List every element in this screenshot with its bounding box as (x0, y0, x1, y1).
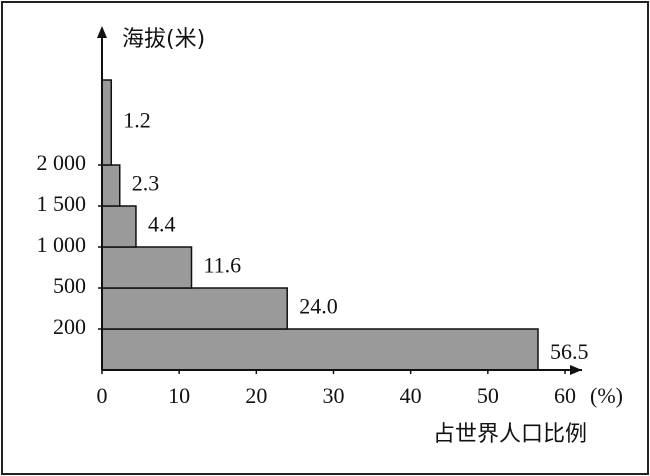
value-label: 1.2 (123, 108, 151, 133)
x-tick-label: 40 (400, 383, 422, 408)
y-tick-label: 200 (53, 314, 86, 339)
value-label: 11.6 (204, 253, 242, 278)
bar (101, 287, 288, 330)
value-label: 56.5 (550, 339, 589, 364)
x-unit: (%) (590, 383, 623, 408)
x-tick-label: 10 (168, 383, 190, 408)
bar (101, 164, 121, 207)
x-axis-label: 占世界人口比例 (433, 422, 587, 447)
y-tick-label: 1 500 (37, 191, 87, 216)
value-label: 2.3 (132, 171, 160, 196)
bar (101, 246, 193, 289)
y-tick-label: 500 (53, 273, 86, 298)
y-tick-label: 2 000 (37, 150, 87, 175)
x-tick-label: 60 (554, 383, 576, 408)
bar (101, 328, 539, 371)
value-label: 4.4 (148, 212, 176, 237)
x-tick-label: 30 (323, 383, 345, 408)
y-tick-label: 1 000 (37, 232, 87, 257)
value-label: 24.0 (299, 294, 338, 319)
y-axis-arrow (97, 26, 107, 38)
y-axis-label: 海拔(米) (122, 27, 205, 52)
x-tick-label: 20 (245, 383, 267, 408)
bar (101, 205, 137, 248)
x-tick-label: 50 (477, 383, 499, 408)
x-axis-arrow (570, 365, 582, 375)
x-tick-label: 0 (97, 383, 108, 408)
bar (101, 79, 113, 166)
